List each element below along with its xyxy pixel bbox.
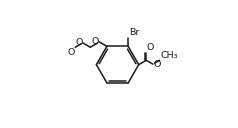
Text: O: O xyxy=(147,43,154,52)
Text: O: O xyxy=(92,37,99,46)
Text: CH₃: CH₃ xyxy=(160,51,178,60)
Text: O: O xyxy=(75,38,82,47)
Text: Br: Br xyxy=(129,28,139,37)
Text: O: O xyxy=(67,48,75,57)
Text: O: O xyxy=(153,60,161,69)
